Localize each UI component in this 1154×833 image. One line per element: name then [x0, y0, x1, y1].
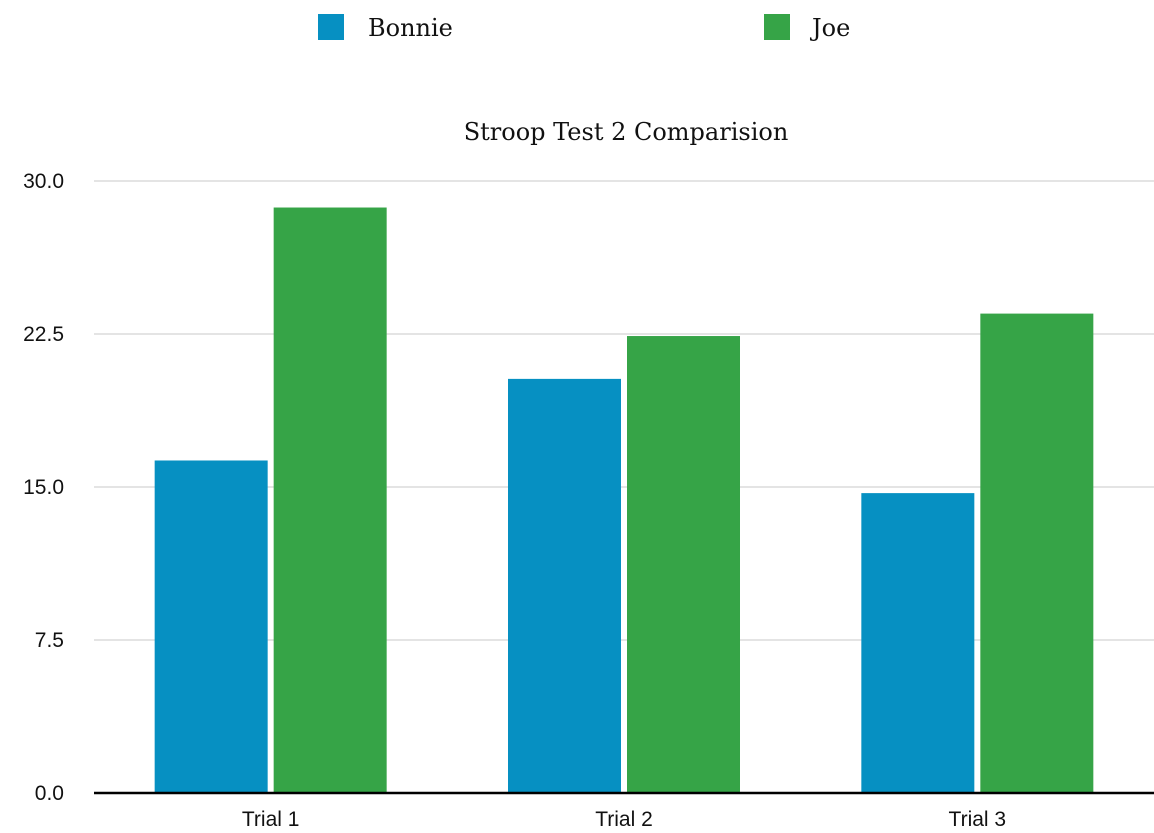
y-tick-label: 0.0	[35, 782, 64, 805]
legend-swatch-joe	[764, 14, 790, 40]
y-tick-label: 15.0	[23, 476, 64, 499]
x-tick-label: Trial 1	[242, 808, 300, 831]
y-tick-label: 22.5	[23, 323, 64, 346]
y-tick-label: 30.0	[23, 170, 64, 193]
bar-joe-1	[273, 207, 387, 793]
bar-bonnie-1	[154, 460, 268, 793]
y-axis-ticks: 0.0 7.5 15.0 22.5 30.0	[23, 170, 64, 805]
chart-title: Stroop Test 2 Comparision	[464, 118, 789, 146]
gridlines	[94, 180, 1154, 641]
legend: Bonnie Joe	[318, 14, 850, 42]
bars	[154, 207, 1094, 793]
x-axis-ticks: Trial 1 Trial 2 Trial 3	[242, 808, 1006, 831]
y-tick-label: 7.5	[35, 629, 64, 652]
bar-bonnie-3	[861, 493, 975, 793]
bar-bonnie-2	[508, 378, 621, 793]
bar-joe-2	[627, 336, 740, 793]
legend-swatch-bonnie	[318, 14, 344, 40]
bar-joe-3	[980, 313, 1094, 793]
x-tick-label: Trial 2	[595, 808, 653, 831]
legend-label-bonnie: Bonnie	[368, 14, 453, 42]
x-tick-label: Trial 3	[949, 808, 1007, 831]
legend-label-joe: Joe	[809, 14, 850, 42]
